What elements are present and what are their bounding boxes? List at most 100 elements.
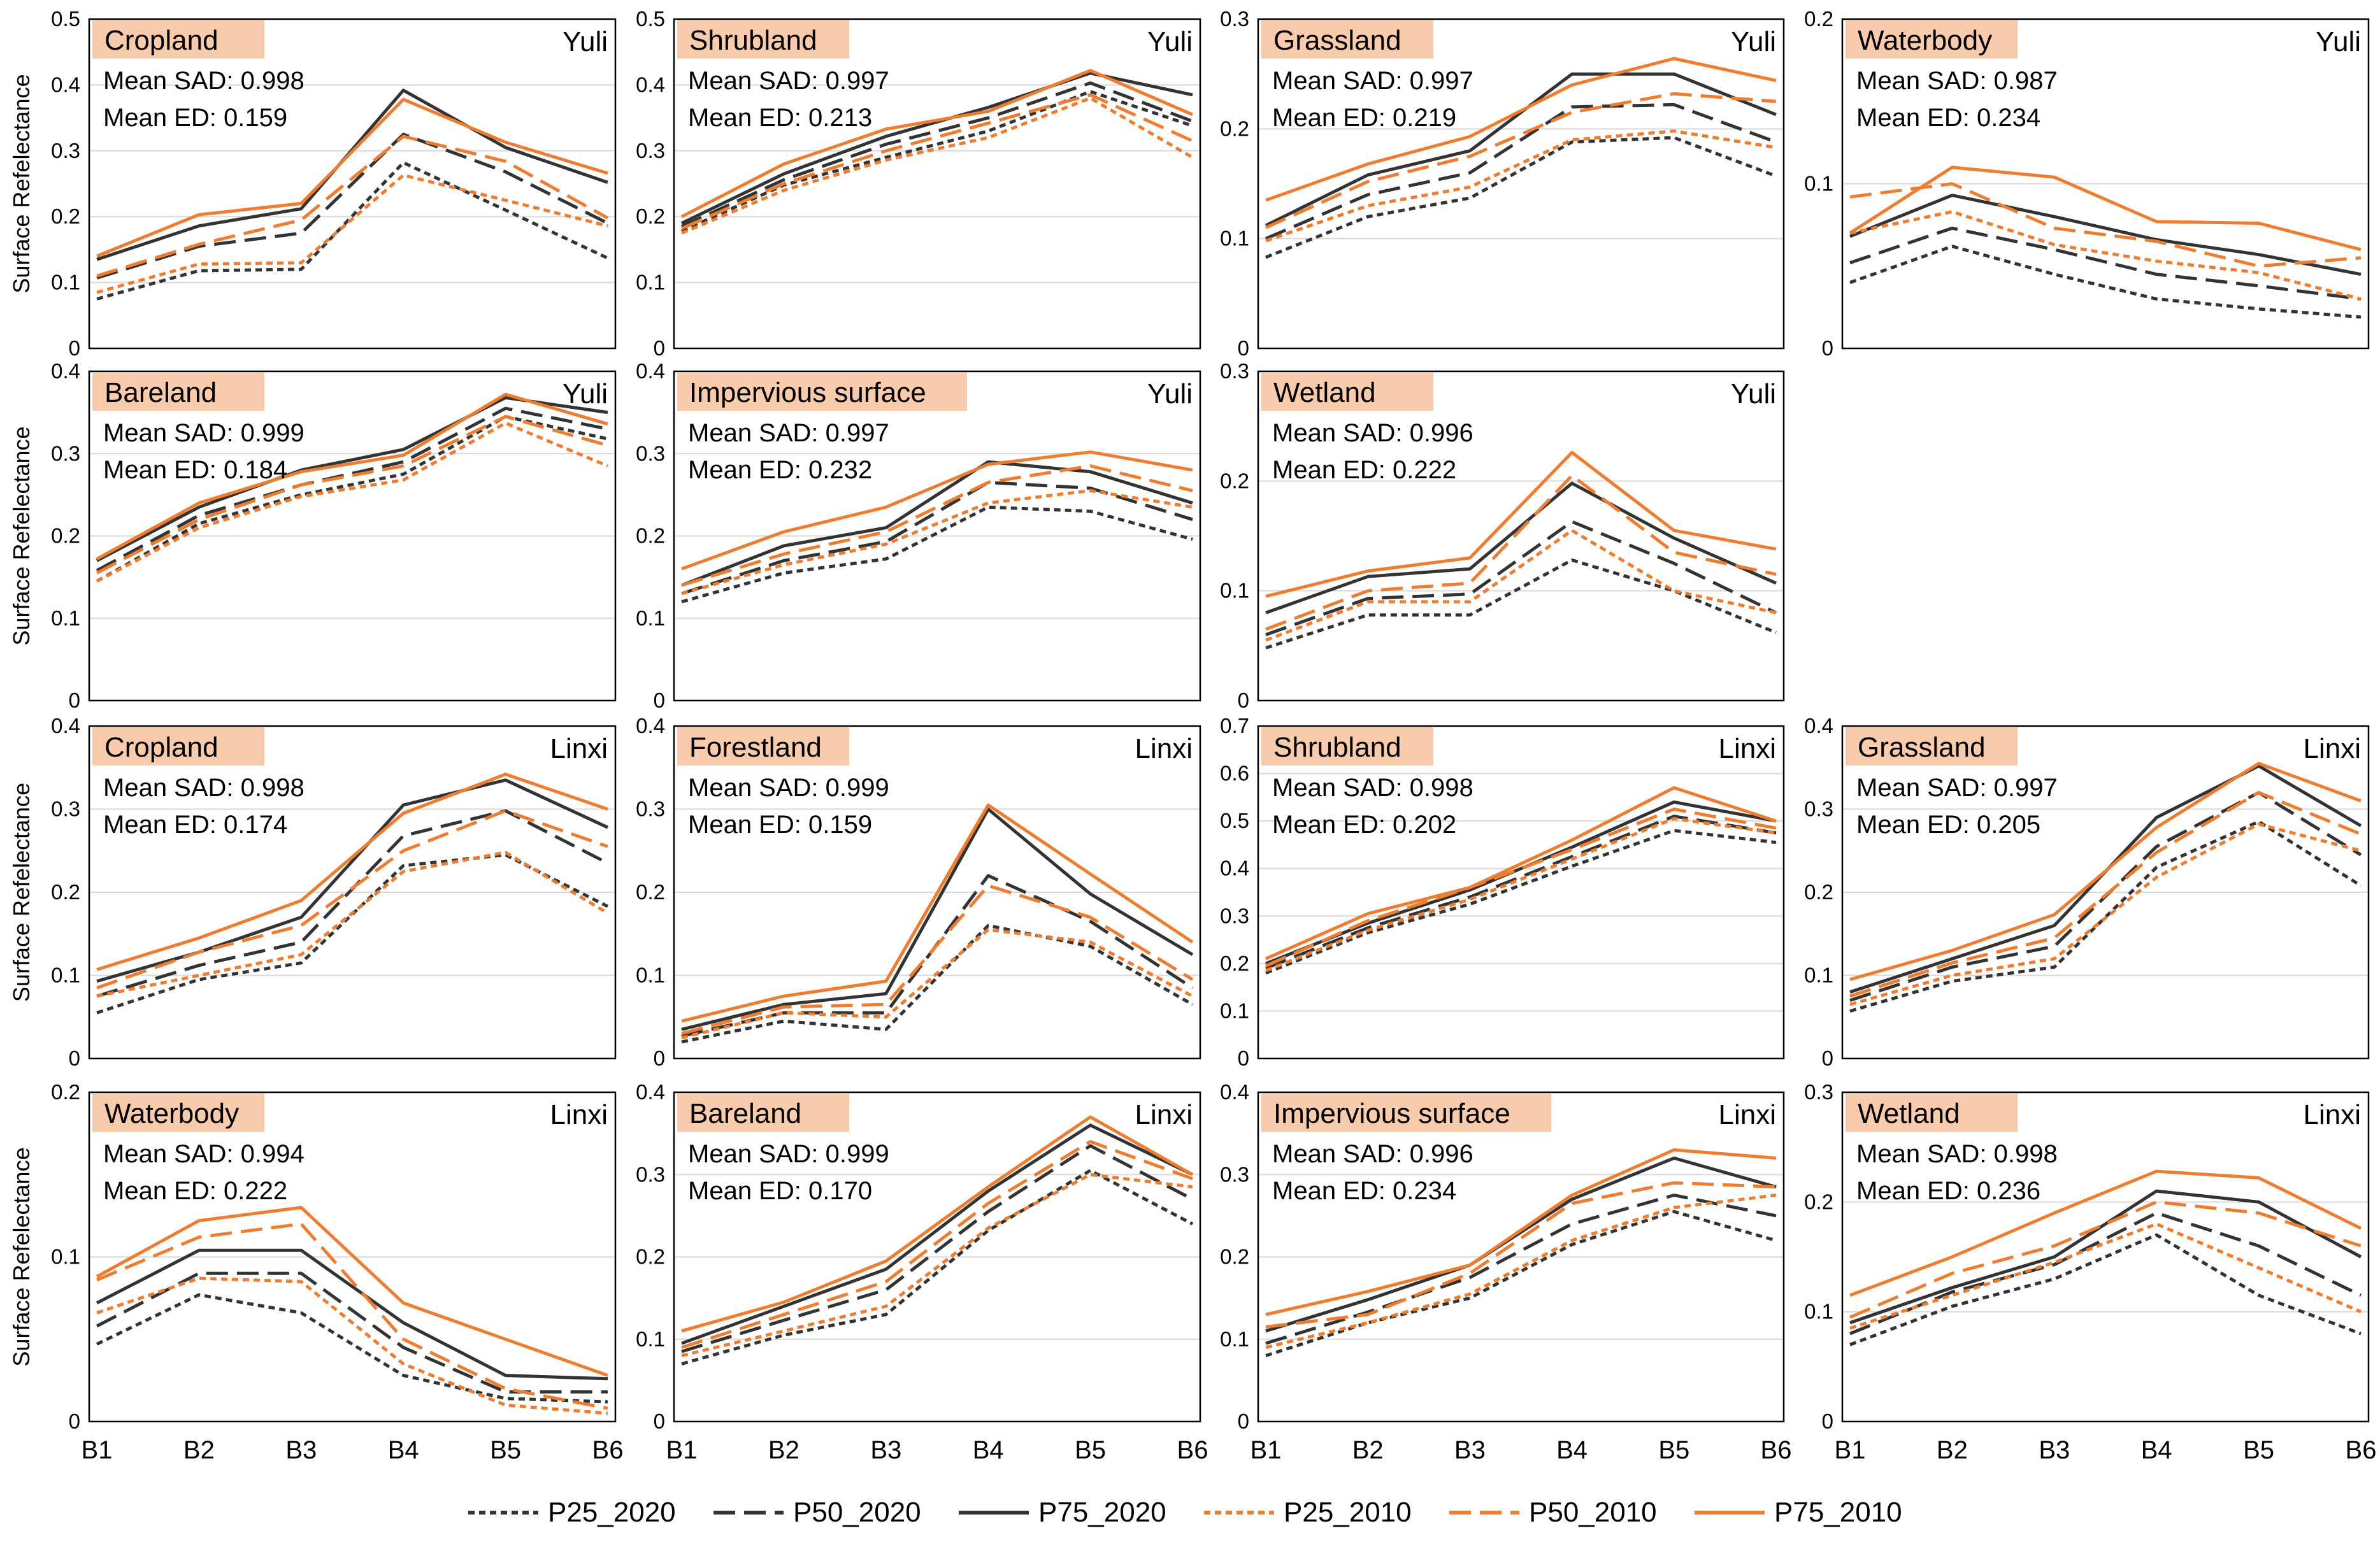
series-line-p50_2010 [1265, 92, 1777, 229]
y-axis-title: Surface Refelectance [8, 74, 34, 293]
series-line-p75_2010 [96, 773, 608, 971]
series-line-p75_2020 [1849, 1189, 2362, 1325]
y-tick-label: 0.2 [1804, 1190, 1833, 1213]
mean-ed-label: Mean ED: 0.219 [1272, 104, 1456, 132]
y-tick-label: 0.3 [1804, 1080, 1833, 1104]
y-tick-label: 0.1 [636, 964, 665, 987]
mean-ed-label: Mean ED: 0.236 [1856, 1177, 2040, 1205]
plot-frame [1257, 1091, 1785, 1423]
series-line-p25_2010 [1265, 816, 1777, 973]
series-line-p50_2020 [96, 406, 608, 572]
plot-frame [88, 18, 617, 350]
mean-sad-label: Mean SAD: 0.998 [1272, 774, 1473, 802]
x-tick-label: B4 [2141, 1436, 2172, 1464]
panel-title-background [677, 1094, 849, 1132]
series-line-p25_2020 [681, 1169, 1194, 1365]
panel-title: Wetland [1858, 1098, 1960, 1129]
mean-ed-label: Mean ED: 0.159 [103, 104, 287, 132]
legend-label: P25_2010 [1284, 1497, 1412, 1528]
y-tick-label: 0.3 [51, 441, 80, 465]
plot-frame [1841, 18, 2370, 350]
y-tick-label: 0.1 [1220, 579, 1249, 602]
mean-sad-label: Mean SAD: 0.998 [1856, 1140, 2058, 1168]
plot-frame [1257, 370, 1785, 702]
series-line-p75_2010 [1265, 57, 1777, 202]
mean-ed-label: Mean ED: 0.213 [688, 104, 872, 132]
series-line-p25_2020 [1265, 136, 1777, 259]
y-tick-label: 0.1 [51, 964, 80, 987]
mean-sad-label: Mean SAD: 0.994 [103, 1140, 305, 1168]
series-line-p25_2010 [96, 850, 609, 998]
series-line-p75_2010 [1849, 166, 2362, 252]
panel-title-background [677, 20, 849, 59]
y-tick-label: 0.5 [1220, 809, 1249, 832]
series-line-p75_2010 [1849, 762, 2362, 981]
chart-panel-yuli-waterbody: 0 0.1 0.2 Waterbody Yuli Mean SAD: 0.987 Mean … [1804, 7, 2370, 360]
y-tick-label: 0 [1822, 336, 1833, 360]
y-tick-label: 0.3 [636, 441, 665, 465]
region-label: Linxi [1719, 1099, 1777, 1130]
panel-title: Forestland [689, 732, 822, 763]
mean-ed-label: Mean ED: 0.174 [103, 811, 287, 839]
series-line-p75_2020 [1265, 481, 1777, 615]
series-line-p50_2020 [96, 1271, 608, 1394]
series-line-p25_2010 [681, 96, 1194, 235]
y-axis-title: Surface Refelectance [8, 1147, 34, 1366]
series-line-p50_2010 [681, 884, 1194, 1036]
mean-sad-label: Mean SAD: 0.997 [688, 67, 889, 95]
y-tick-label: 0.1 [1220, 999, 1249, 1022]
region-label: Yuli [563, 378, 608, 410]
y-tick-label: 0.1 [636, 271, 665, 294]
y-tick-label: 0.1 [51, 606, 80, 630]
y-tick-label: 0.2 [51, 204, 80, 228]
region-label: Linxi [550, 1099, 608, 1130]
region-label: Yuli [2316, 26, 2361, 57]
y-tick-label: 0 [1238, 688, 1249, 712]
y-tick-label: 0.2 [636, 1245, 665, 1269]
mean-ed-label: Mean ED: 0.222 [1272, 456, 1456, 484]
series-line-p50_2010 [1849, 1200, 2362, 1319]
series-line-p25_2010 [96, 421, 608, 583]
series-line-p75_2020 [681, 808, 1194, 1031]
region-label: Yuli [1731, 378, 1776, 410]
y-tick-label: 0.3 [51, 797, 80, 821]
chart-panel-linxi-cropland: 0 0.1 0.2 0.3 0.4 Cropland Linxi Mean SAD: 0.99… [51, 714, 617, 1070]
panel-title-background [1846, 727, 2018, 766]
plot-frame [673, 370, 1201, 702]
series-line-p25_2020 [1265, 829, 1777, 975]
series-line-p75_2010 [96, 1206, 608, 1377]
legend-label: P25_2020 [548, 1497, 676, 1528]
series-line-p50_2010 [1849, 182, 2362, 268]
region-label: Linxi [2304, 1099, 2362, 1130]
y-tick-label: 0 [1822, 1409, 1833, 1433]
plot-frame [673, 725, 1201, 1060]
region-label: Yuli [1147, 378, 1193, 410]
region-label: Linxi [2304, 733, 2362, 764]
y-tick-label: 0.3 [1220, 904, 1249, 927]
chart-panel-linxi-wetland: 0 0.1 0.2 0.3 B1 B2 B3 B4 B5 B6 Wetland Linxi Mean S… [1804, 1080, 2376, 1464]
series-line-p25_2020 [96, 853, 609, 1015]
y-tick-label: 0 [1238, 1046, 1249, 1070]
series-line-p50_2020 [1265, 520, 1777, 636]
series-line-p50_2020 [680, 81, 1193, 228]
y-tick-label: 0.1 [1804, 964, 1833, 987]
y-tick-label: 0.3 [1804, 797, 1833, 821]
y-tick-label: 0.7 [1220, 714, 1249, 738]
y-tick-label: 0 [69, 1046, 80, 1070]
y-tick-label: 0.5 [636, 7, 665, 31]
series-line-p25_2010 [1849, 210, 2362, 301]
series-line-p25_2010 [681, 488, 1193, 595]
series-line-p50_2020 [96, 132, 609, 280]
y-tick-label: 0 [69, 1409, 80, 1433]
y-tick-label: 0.2 [1220, 469, 1249, 492]
panel-title: Waterbody [104, 1098, 239, 1129]
region-label: Linxi [1135, 1099, 1193, 1130]
y-tick-label: 0.4 [51, 714, 80, 738]
x-tick-label: B5 [1658, 1436, 1689, 1464]
y-tick-label: 0.1 [636, 606, 665, 630]
x-tick-label: B4 [1556, 1436, 1588, 1464]
region-label: Yuli [563, 26, 608, 57]
series-line-p25_2020 [96, 415, 608, 583]
chart-panel-yuli-shrubland: 0 0.1 0.2 0.3 0.4 0.5 Shrubland Yuli Mean SAD: 0… [636, 7, 1201, 360]
